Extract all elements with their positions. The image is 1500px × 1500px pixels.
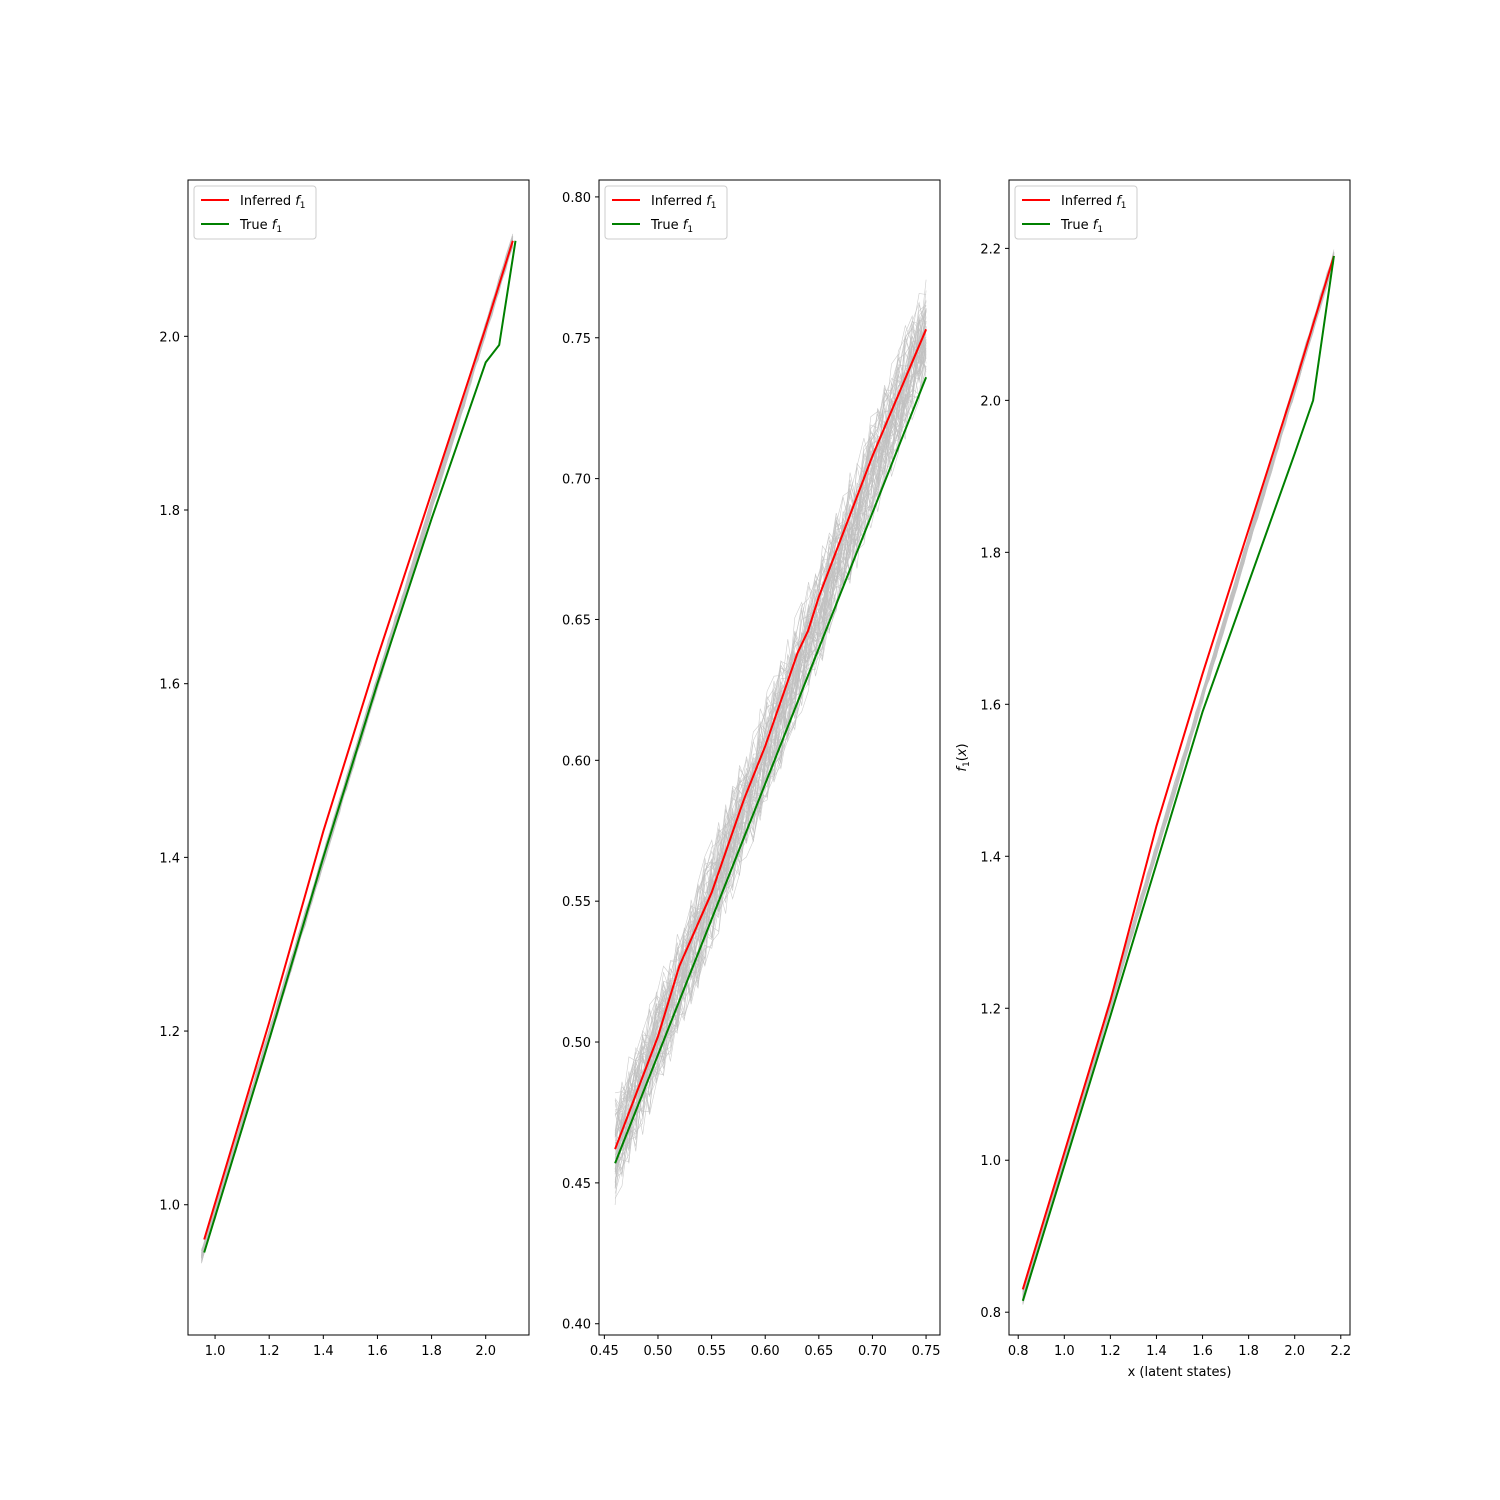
y-tick-label: 0.50: [562, 1036, 591, 1051]
y-tick-label: 1.6: [159, 678, 180, 693]
y-tick-label: 1.0: [159, 1199, 180, 1214]
legend-label: Inferred f1: [1061, 194, 1127, 211]
inferred-line: [1021, 255, 1335, 1290]
x-tick-label: 2.0: [1284, 1344, 1305, 1359]
y-tick-label: 1.8: [980, 546, 1001, 561]
x-tick-label: 0.50: [644, 1344, 673, 1359]
x-tick-label: 1.4: [1146, 1344, 1167, 1359]
y-tick-label: 1.6: [980, 698, 1001, 713]
x-tick-label: 0.65: [804, 1344, 833, 1359]
y-axis-ticks: 0.40 0.45 0.50 0.55 0.60 0.65 0.70 0.75 0.80: [562, 191, 599, 1333]
x-tick-label: 1.0: [1054, 1344, 1075, 1359]
sample-line: [614, 300, 927, 1129]
x-tick-label: 2.2: [1330, 1344, 1351, 1359]
series-lines: [614, 328, 928, 1164]
true-line: [203, 240, 517, 1253]
legend-label: Inferred f1: [240, 194, 306, 211]
x-tick-label: 1.0: [205, 1344, 226, 1359]
y-tick-label: 0.55: [562, 895, 591, 910]
middle-panel: 0.45 0.50 0.55 0.60 0.65 0.70 0.75 0.40 0.45 0.5…: [562, 179, 941, 1359]
x-tick-label: 0.45: [590, 1344, 619, 1359]
true-line: [614, 376, 928, 1164]
sample-line: [614, 339, 927, 1135]
sample-line: [614, 355, 927, 1171]
x-tick-label: 0.70: [858, 1344, 887, 1359]
x-tick-label: 1.6: [1192, 1344, 1213, 1359]
x-axis-ticks: 0.8 1.0 1.2 1.4 1.6 1.8 2.0 2.2: [1008, 1335, 1351, 1359]
legend: Inferred f1 True f1: [1014, 185, 1138, 240]
y-axis-ticks: 0.8 1.0 1.2 1.4 1.6 1.8 2.0 2.2: [980, 242, 1009, 1321]
y-axis-ticks: 1.0 1.2 1.4 1.6 1.8 2.0: [159, 330, 188, 1214]
x-tick-label: 2.0: [475, 1344, 496, 1359]
y-tick-label: 1.4: [980, 850, 1001, 865]
inferred-line: [203, 240, 514, 1240]
legend: Inferred f1 True f1: [193, 185, 317, 240]
x-tick-label: 1.8: [421, 1344, 442, 1359]
inferred-line: [614, 328, 928, 1150]
sample-line: [614, 345, 927, 1206]
x-tick-label: 0.8: [1008, 1344, 1029, 1359]
y-tick-label: 0.70: [562, 473, 591, 488]
y-tick-label: 2.0: [159, 330, 180, 345]
y-tick-label: 1.0: [980, 1154, 1001, 1169]
y-axis-label: f1(x): [955, 743, 972, 771]
x-tick-label: 1.2: [259, 1344, 280, 1359]
x-tick-label: 1.6: [367, 1344, 388, 1359]
y-tick-label: 0.80: [562, 191, 591, 206]
y-tick-label: 0.8: [980, 1306, 1001, 1321]
x-tick-label: 1.8: [1238, 1344, 1259, 1359]
y-tick-label: 2.0: [980, 394, 1001, 409]
y-tick-label: 0.40: [562, 1318, 591, 1333]
x-axis-label: x (latent states): [1128, 1365, 1232, 1380]
y-tick-label: 0.75: [562, 332, 591, 347]
y-tick-label: 1.2: [159, 1025, 180, 1040]
legend-label: True f1: [239, 218, 282, 235]
x-tick-label: 1.4: [313, 1344, 334, 1359]
legend-label: Inferred f1: [651, 194, 717, 211]
legend-label: True f1: [650, 218, 693, 235]
x-tick-label: 0.75: [912, 1344, 941, 1359]
axes-frame: [1008, 179, 1351, 1336]
y-tick-label: 2.2: [980, 242, 1001, 257]
legend: Inferred f1 True f1: [604, 185, 728, 240]
x-tick-label: 1.2: [1100, 1344, 1121, 1359]
right-panel: 0.8 1.0 1.2 1.4 1.6 1.8 2.0 2.2 0.8 1.0 1.2 1.4 1.6…: [955, 179, 1351, 1380]
y-tick-label: 0.65: [562, 613, 591, 628]
true-line: [1021, 255, 1335, 1302]
y-tick-label: 1.8: [159, 504, 180, 519]
y-tick-label: 0.45: [562, 1177, 591, 1192]
sample-line: [201, 237, 514, 1250]
y-tick-label: 0.60: [562, 754, 591, 769]
legend-label: True f1: [1060, 218, 1103, 235]
left-panel: 1.0 1.2 1.4 1.6 1.8 2.0 1.0 1.2 1.4 1.6 1.8 2.0 In…: [159, 179, 530, 1359]
y-tick-label: 1.2: [980, 1002, 1001, 1017]
x-axis-ticks: 1.0 1.2 1.4 1.6 1.8 2.0: [205, 1335, 496, 1359]
sample-line: [614, 321, 927, 1155]
y-tick-label: 1.4: [159, 851, 180, 866]
series-lines: [203, 240, 517, 1253]
x-tick-label: 0.55: [697, 1344, 726, 1359]
series-lines: [1021, 255, 1335, 1302]
x-axis-ticks: 0.45 0.50 0.55 0.60 0.65 0.70 0.75: [590, 1335, 941, 1359]
sample-line: [614, 343, 927, 1199]
x-tick-label: 0.60: [751, 1344, 780, 1359]
sample-line: [614, 341, 927, 1188]
